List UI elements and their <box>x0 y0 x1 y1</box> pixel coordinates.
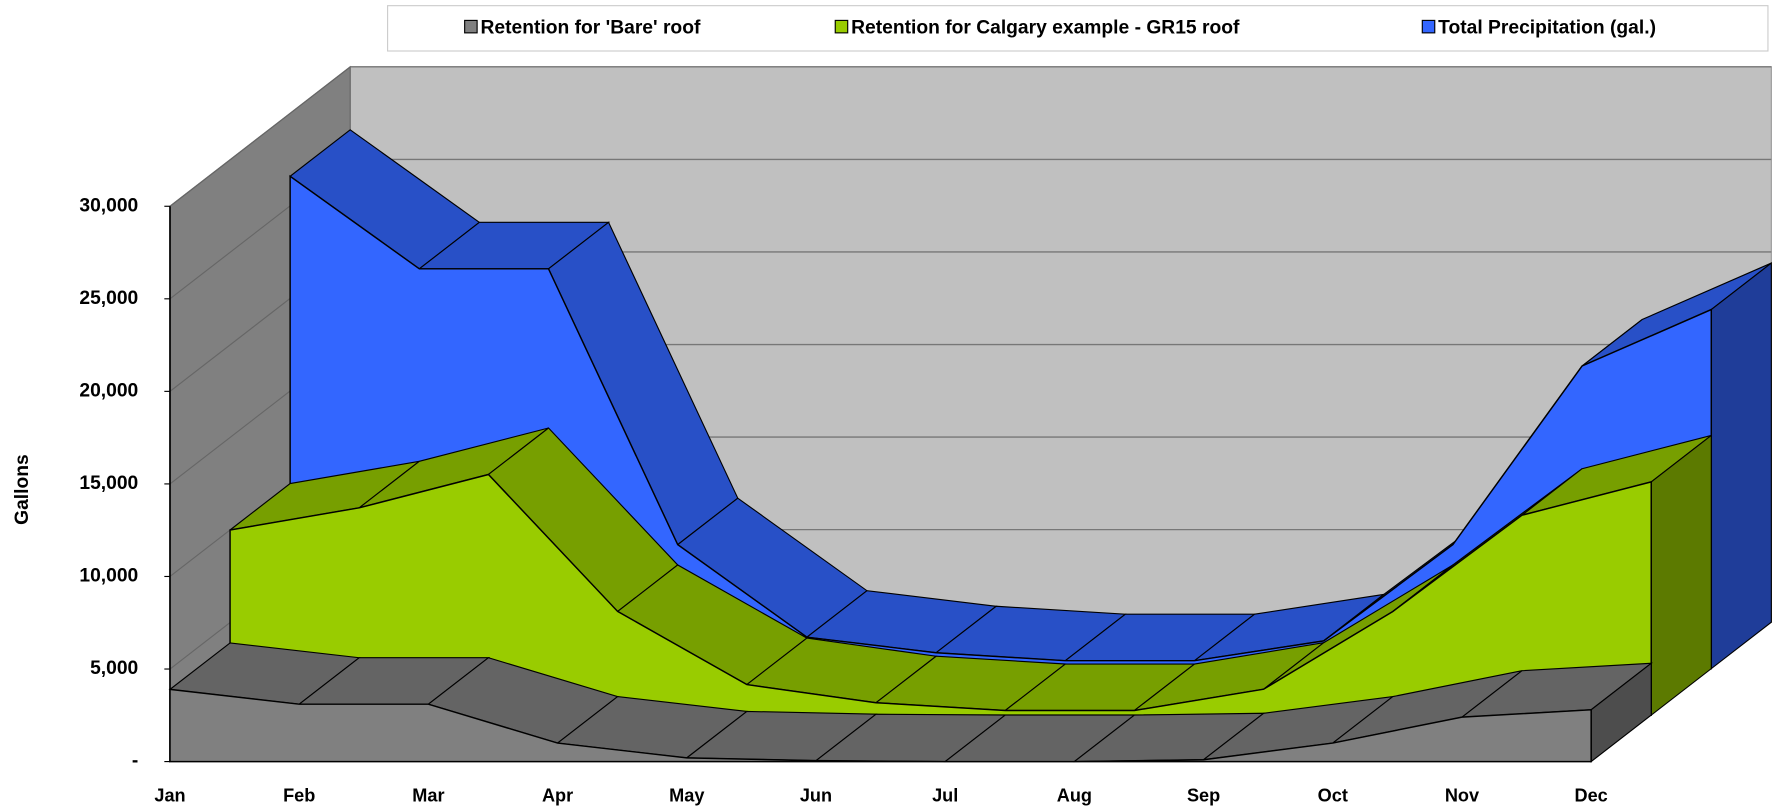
y-tick-label: 15,000 <box>79 473 138 494</box>
x-tick-label: Mar <box>412 786 444 806</box>
x-tick-label: Aug <box>1057 786 1092 806</box>
area <box>169 688 1592 763</box>
legend-swatch <box>1421 19 1436 34</box>
area-end-face <box>1710 261 1772 670</box>
area-end-face <box>1650 434 1712 717</box>
legend-swatch <box>464 19 478 34</box>
area <box>229 473 1652 716</box>
x-tick-label: Jan <box>154 786 185 806</box>
x-tick-label: Feb <box>283 786 315 806</box>
x-tick-label: Apr <box>542 786 573 806</box>
legend-label: Total Precipitation (gal.) <box>1438 17 1656 38</box>
legend-label: Retention for 'Bare' roof <box>481 17 701 38</box>
x-tick-label: Jul <box>932 786 958 806</box>
y-tick-label: 20,000 <box>79 380 138 401</box>
grid-line <box>169 66 351 207</box>
y-tick-label: 30,000 <box>79 195 138 216</box>
legend-label: Retention for Calgary example - GR15 roo… <box>851 17 1240 38</box>
y-tick-label: 10,000 <box>79 566 138 587</box>
legend-swatch <box>834 19 849 34</box>
x-tick-label: Jun <box>800 786 832 806</box>
x-tick-label: Sep <box>1187 786 1220 806</box>
legend-box <box>387 5 1769 52</box>
y-tick-label: 5,000 <box>90 658 138 679</box>
y-tick-label: 25,000 <box>79 288 138 309</box>
x-tick-label: May <box>669 786 704 806</box>
plot: Gallons - 5,000 10,000 15,000 20,000 25,000 30… <box>12 5 1772 806</box>
x-tick-label: Oct <box>1318 786 1348 806</box>
x-tick-label: Dec <box>1575 786 1608 806</box>
y-tick-label: - <box>132 751 138 772</box>
x-tick-label: Nov <box>1445 786 1479 806</box>
y-axis-title: Gallons <box>12 454 33 525</box>
